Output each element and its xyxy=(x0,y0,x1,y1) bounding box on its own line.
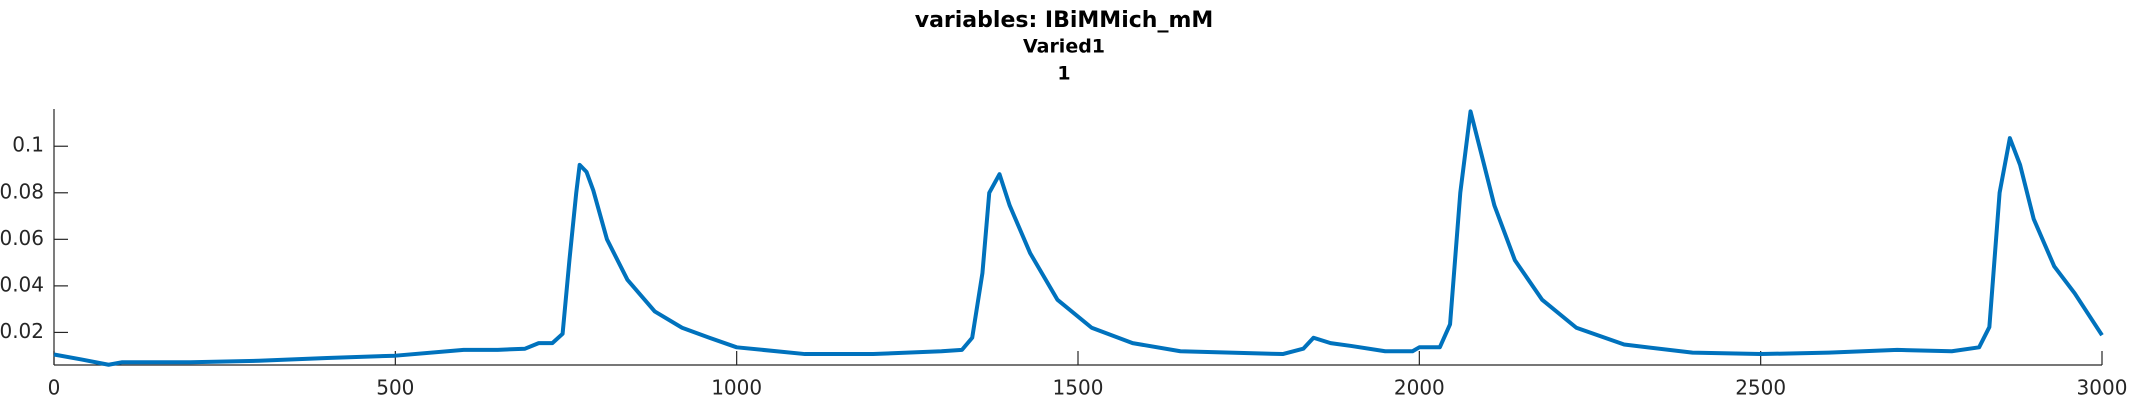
y-tick-label: 0.08 xyxy=(0,179,44,203)
y-tick-label: 0.02 xyxy=(0,319,44,343)
y-tick-label: 0.06 xyxy=(0,226,44,250)
x-tick-label: 1000 xyxy=(711,376,762,400)
x-tick-label: 1500 xyxy=(1053,376,1104,400)
x-tick-label: 3000 xyxy=(2077,376,2128,400)
chart-title: variables: IBiMMich_mM xyxy=(915,8,1214,33)
x-tick-label: 500 xyxy=(376,376,414,400)
chart-subtitle: 1 xyxy=(1057,63,1070,85)
y-tick-label: 0.1 xyxy=(12,133,44,157)
x-tick-label: 0 xyxy=(48,376,61,400)
x-tick-label: 2000 xyxy=(1394,376,1445,400)
y-tick-label: 0.04 xyxy=(0,272,44,296)
chart-subtitle: Varied1 xyxy=(1023,36,1105,58)
x-tick-label: 2500 xyxy=(1735,376,1786,400)
data-line xyxy=(53,109,2104,367)
